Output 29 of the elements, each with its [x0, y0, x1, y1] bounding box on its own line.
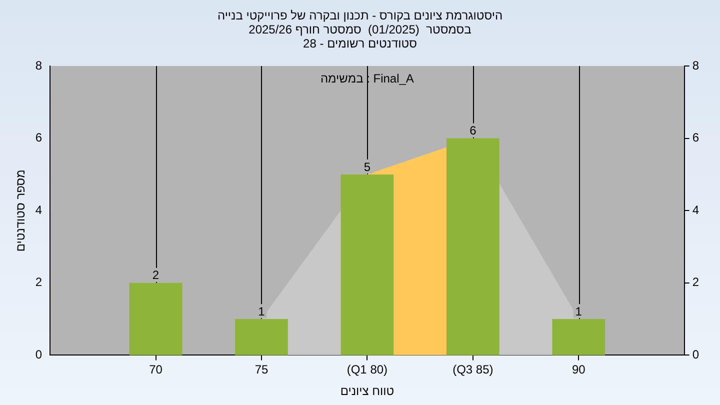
bar — [552, 319, 606, 356]
x-axis-title: טווח ציונים — [340, 384, 394, 398]
x-tick-label: (Q1 80) — [346, 362, 388, 377]
bar — [446, 138, 500, 356]
y2-tick-label: 4 — [692, 202, 700, 217]
chart-subtitle: בסמסטר (01/2025) סמסטר חורף 2025/26 סטודנטים רשומים - 28 — [248, 22, 472, 50]
x-tick-label: 90 — [572, 362, 586, 377]
data-label: 6 — [470, 124, 477, 138]
y2-tick-label: 0 — [692, 348, 700, 362]
y-tick-label: 8 — [35, 58, 42, 72]
y-tick-label: 0 — [35, 348, 42, 362]
y-axis-title: מספר סטודנטים — [14, 170, 28, 252]
y2-tick-label: 2 — [692, 275, 700, 290]
data-label: 1 — [575, 304, 582, 318]
x-tick-label: 75 — [254, 362, 268, 377]
x-tick-label: (Q3 85) — [452, 362, 494, 377]
bar — [235, 319, 288, 356]
y-tick-label: 6 — [35, 130, 42, 145]
chart-title: היסטוגרמת ציונים בקורס - תכנון ובקרה של פרוייקטי בנייה — [217, 8, 503, 22]
bar — [340, 174, 394, 356]
data-label: 1 — [258, 304, 266, 318]
x-tick-label: 70 — [149, 362, 163, 377]
y-tick-label: 2 — [35, 275, 42, 290]
bar — [129, 282, 182, 356]
y2-tick-label: 8 — [692, 58, 700, 72]
y2-tick-label: 6 — [692, 130, 700, 145]
data-label: 2 — [152, 268, 160, 282]
data-label: 5 — [364, 160, 371, 174]
y-tick-label: 4 — [35, 202, 42, 217]
